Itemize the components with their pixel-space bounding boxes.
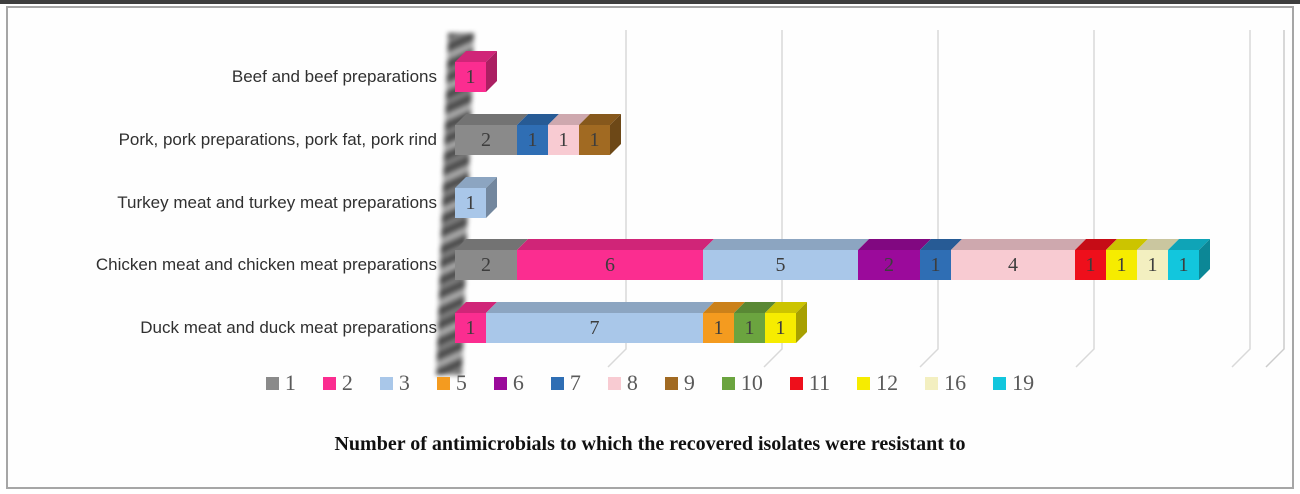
legend-item: 7	[550, 370, 581, 395]
bar-segment-top-face	[703, 239, 869, 250]
bar-segment-value: 1	[1085, 254, 1096, 276]
bar-segment-value: 1	[465, 192, 476, 214]
legend-swatch	[436, 376, 450, 390]
bar-segment-value: 1	[775, 317, 786, 339]
legend-item: 6	[493, 370, 524, 395]
legend-swatch	[664, 376, 678, 390]
bar-segment: 1	[765, 302, 807, 343]
category-label: Duck meat and duck meat preparations	[140, 318, 437, 337]
bar-segment-value: 2	[481, 129, 491, 151]
bar-segment-value: 1	[558, 129, 569, 151]
bar-segment: 2	[455, 114, 528, 155]
legend-item: 1	[265, 370, 296, 395]
bar-segment: 7	[486, 302, 714, 343]
legend-swatch	[322, 376, 336, 390]
legend-label: 10	[740, 370, 763, 395]
bar-segment: 1	[1168, 239, 1210, 280]
legend-item: 3	[379, 370, 410, 395]
legend-swatch	[379, 376, 393, 390]
bar-segment: 1	[734, 302, 776, 343]
legend-label: 8	[626, 370, 638, 395]
legend-swatch	[493, 376, 507, 390]
legend-label: 16	[944, 370, 967, 395]
category-label: Beef and beef preparations	[231, 67, 437, 86]
bar-segment: 2	[455, 239, 528, 280]
legend-swatch	[265, 376, 279, 390]
legend-swatch	[789, 376, 803, 390]
legend-label: 11	[808, 370, 831, 395]
legend-item: 12	[857, 372, 898, 394]
bar-segment-value: 6	[605, 254, 615, 276]
legend-item: 19	[993, 372, 1034, 394]
legend-label: 1	[284, 370, 296, 395]
bar-segment-value: 1	[744, 317, 755, 339]
x-axis-title: Number of antimicrobials to which the re…	[334, 433, 966, 455]
legend-label: 2	[341, 370, 353, 395]
bar-segment-value: 5	[775, 254, 786, 276]
legend-swatch	[550, 376, 564, 390]
bar-segment: 1	[548, 114, 590, 155]
legend-swatch	[721, 376, 735, 390]
chart-legend: 1 2 3 5 6 7 8 9 10 11 12 16 19	[40, 368, 1260, 398]
legend-label: 9	[683, 370, 695, 395]
legend-label: 19	[1012, 370, 1035, 395]
legend-label: 7	[569, 370, 581, 395]
bar-segment-value: 1	[1116, 254, 1127, 276]
category-label: Chicken meat and chicken meat preparatio…	[95, 255, 437, 274]
bar-segment-value: 1	[465, 317, 476, 339]
bar-segment-value: 1	[1147, 254, 1158, 276]
legend-item: 11	[789, 370, 831, 395]
bar-segment: 1	[1137, 239, 1179, 280]
bar-segment-value: 2	[884, 254, 894, 276]
legend-swatch	[857, 376, 871, 390]
bar-segment-value: 4	[1008, 254, 1018, 276]
bar-segment-top-face	[951, 239, 1086, 250]
bar-segment: 1	[1106, 239, 1148, 280]
category-label: Turkey meat and turkey meat preparations	[117, 193, 437, 212]
bar-segment-top-face	[486, 302, 714, 313]
bar-segment: 1	[455, 177, 497, 218]
bar-segment: 1	[455, 302, 497, 343]
bar-segment-top-face	[517, 239, 714, 250]
bar-segment: 1	[517, 114, 559, 155]
bar-segment: 1	[703, 302, 745, 343]
legend-item: 2	[322, 370, 353, 395]
bar-segment: 1	[579, 114, 621, 155]
legend-item: 10	[721, 370, 763, 395]
top-border-line	[0, 0, 1300, 4]
legend-label: 5	[455, 370, 467, 395]
legend-label: 12	[876, 370, 899, 395]
bar-segment-value: 1	[713, 317, 724, 339]
legend-swatch	[993, 376, 1007, 390]
legend-item: 5	[436, 370, 467, 395]
legend-item: 8	[607, 370, 638, 395]
bar-segment: 1	[455, 51, 497, 92]
bar-segment: 1	[920, 239, 962, 280]
bar-segment-value: 7	[589, 317, 600, 339]
legend-item: 16	[925, 372, 966, 394]
bar-segment-value: 1	[930, 254, 941, 276]
bar-segment-value: 1	[589, 129, 600, 151]
bar-segment: 4	[951, 239, 1086, 280]
bar-segment: 5	[703, 239, 869, 280]
legend-label: 3	[398, 370, 410, 395]
bar-segment-value: 1	[527, 129, 538, 151]
bar-segment-value: 2	[481, 254, 491, 276]
bar-segment: 2	[858, 239, 931, 280]
legend-swatch	[607, 376, 621, 390]
bar-segment-value: 1	[1178, 254, 1189, 276]
bar-segment: 6	[517, 239, 714, 280]
legend-label: 6	[512, 370, 524, 395]
bar-segment-value: 1	[465, 66, 476, 88]
category-label: Pork, pork preparations, pork fat, pork …	[118, 130, 437, 149]
legend-swatch	[925, 376, 939, 390]
bar-segment: 1	[1075, 239, 1117, 280]
legend-item: 9	[664, 370, 695, 395]
